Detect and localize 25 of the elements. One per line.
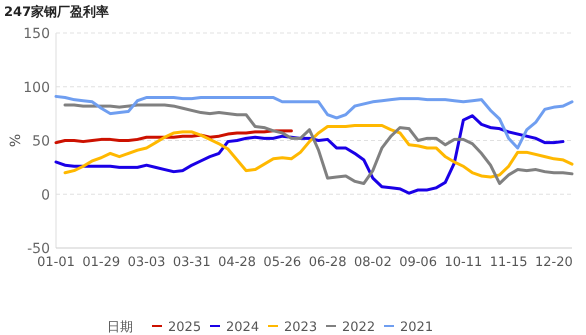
legend-label: 2022: [342, 320, 376, 335]
x-tick-label: 06-28: [308, 255, 346, 270]
x-tick-label: 01-29: [82, 255, 120, 270]
x-tick-label: 03-03: [128, 255, 166, 270]
legend-title: 日期: [107, 320, 133, 335]
x-tick-label: 09-06: [399, 255, 437, 270]
x-tick-label: 01-01: [37, 255, 75, 270]
legend-label: 2024: [226, 320, 260, 335]
y-tick-label: 150: [23, 26, 50, 42]
x-tick-label: 04-28: [218, 255, 256, 270]
legend-label: 2021: [400, 320, 434, 335]
y-tick-label: 0: [41, 187, 50, 204]
x-tick-label: 10-11: [444, 255, 482, 270]
x-tick-label: 03-31: [172, 255, 211, 270]
y-axis-title: %: [8, 134, 24, 148]
y-tick-label: 100: [23, 80, 50, 96]
legend-label: 2023: [284, 320, 318, 335]
chart-title: 247家钢厂盈利率: [4, 4, 110, 20]
y-tick-label: 50: [32, 134, 50, 150]
x-tick-label: 11-15: [490, 255, 528, 270]
legend-label: 2025: [168, 320, 202, 335]
y-tick-label: -50: [27, 241, 50, 257]
x-tick-label: 08-02: [354, 255, 392, 270]
x-tick-label: 12-20: [535, 255, 573, 270]
x-tick-label: 05-26: [263, 255, 302, 270]
